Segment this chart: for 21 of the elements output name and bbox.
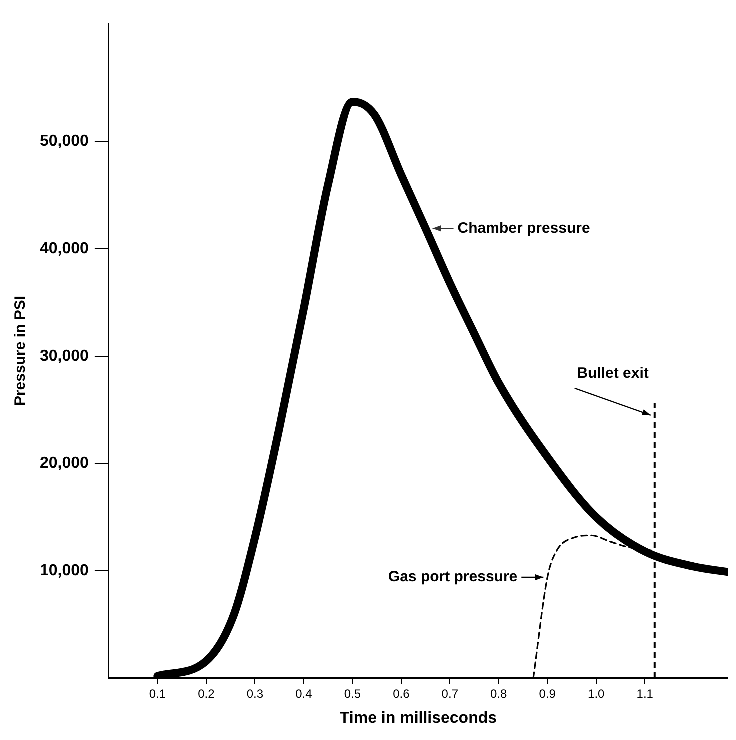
y-tick-label: 40,000 (40, 240, 90, 258)
series-label: Chamber pressure (458, 220, 590, 237)
x-tick-label: 0.7 (442, 686, 459, 701)
x-tick-label: 0.9 (539, 686, 556, 701)
y-tick-label: 10,000 (40, 562, 90, 580)
y-tick-label: 50,000 (40, 133, 90, 150)
y-tick-label: 20,000 (40, 455, 90, 472)
ref-line-label: Bullet exit (577, 365, 649, 382)
x-tick-label: 0.8 (490, 686, 508, 701)
series-label: Gas port pressure (388, 568, 518, 586)
x-tick-label: 0.4 (296, 686, 313, 701)
y-tick-label: 30,000 (40, 348, 90, 365)
x-tick-label: 0.5 (344, 686, 362, 701)
y-axis-title: Pressure in PSI (12, 296, 30, 406)
x-tick-label: 1.0 (588, 686, 606, 701)
x-tick-label: 0.6 (393, 686, 410, 701)
x-tick-label: 0.2 (198, 686, 216, 701)
x-tick-label: 0.1 (149, 686, 166, 701)
x-tick-label: 1.1 (636, 686, 654, 701)
x-axis-title: Time in milliseconds (340, 710, 498, 727)
x-tick-label: 0.3 (246, 686, 264, 701)
